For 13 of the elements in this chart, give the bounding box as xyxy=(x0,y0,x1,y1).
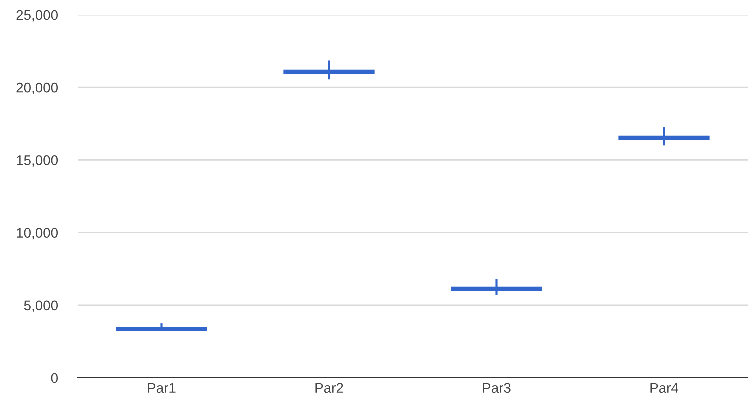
candlestick xyxy=(284,60,375,81)
candlestick xyxy=(618,126,710,147)
y-tick-label: 10,000 xyxy=(17,228,58,240)
y-tick-label: 25,000 xyxy=(16,10,58,22)
y-tick-label: 15,000 xyxy=(17,156,58,168)
x-tick-label: Par3 xyxy=(483,383,511,394)
x-tick-label: Par2 xyxy=(316,383,344,394)
y-tick-label: 5,000 xyxy=(24,300,58,312)
x-tick-label: Par4 xyxy=(650,383,679,394)
candlestick xyxy=(451,278,542,296)
y-tick-label: 20,000 xyxy=(16,82,58,94)
y-tick-label: 0 xyxy=(51,373,58,384)
x-tick-label: Par1 xyxy=(148,383,176,394)
